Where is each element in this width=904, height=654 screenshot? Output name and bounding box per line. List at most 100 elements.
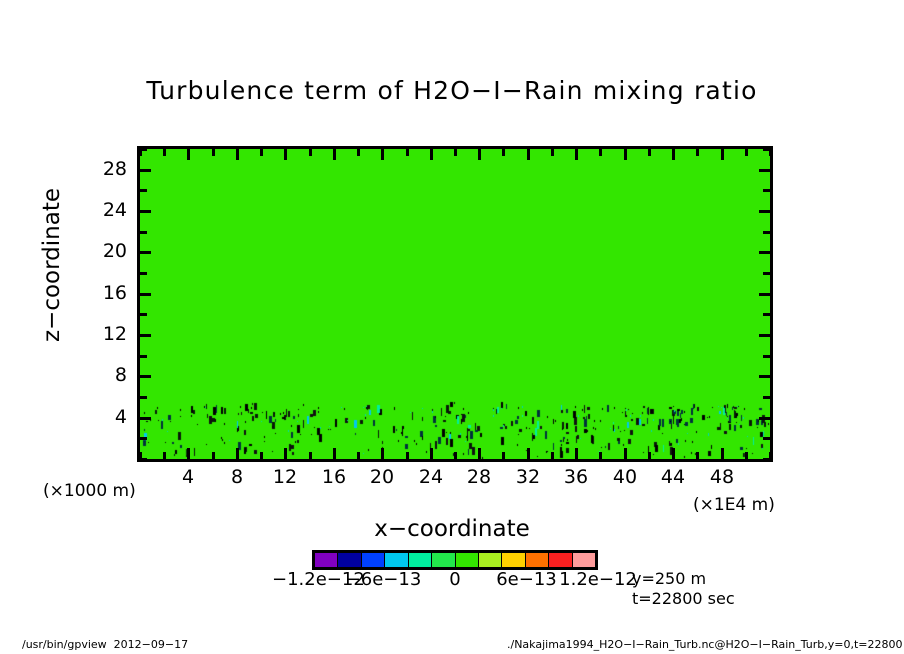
- y-tick-major: [140, 251, 151, 254]
- x-tick-minor: [357, 452, 360, 459]
- y-tick-major: [140, 375, 151, 378]
- colorbar-tick-label: −6e−13: [345, 569, 422, 590]
- y-tick-minor: [140, 458, 147, 461]
- x-tick-major-top: [721, 149, 724, 160]
- x-tick-major-top: [187, 149, 190, 160]
- y-tick-major: [140, 210, 151, 213]
- x-tick-major: [721, 448, 724, 459]
- x-tick-major-top: [236, 149, 239, 160]
- plot-annotations: y=250 m t=22800 sec: [632, 569, 735, 609]
- x-tick-major: [236, 448, 239, 459]
- x-tick-minor-top: [309, 149, 312, 156]
- y-tick-major-right: [759, 375, 770, 378]
- footer-datasource: ./Nakajima1994_H2O−I−Rain_Turb.nc@H2O−I−…: [507, 638, 903, 651]
- annotation-time: t=22800 sec: [632, 589, 735, 608]
- x-tick-label: 44: [660, 466, 686, 488]
- x-tick-minor-top: [551, 149, 554, 156]
- colorbar-swatch: [524, 553, 549, 567]
- x-tick-minor-top: [139, 149, 142, 156]
- colorbar-tick-label: 6e−13: [496, 569, 557, 590]
- x-tick-major-top: [527, 149, 530, 160]
- x-tick-label: 48: [709, 466, 735, 488]
- x-tick-minor: [696, 452, 699, 459]
- y-tick-minor-right: [763, 437, 770, 440]
- x-tick-minor-top: [745, 149, 748, 156]
- colorbar-swatch: [431, 553, 455, 567]
- x-tick-minor-top: [212, 149, 215, 156]
- y-tick-label: 24: [102, 199, 127, 221]
- y-tick-minor-right: [763, 148, 770, 151]
- y-tick-major: [140, 417, 151, 420]
- x-tick-label: 40: [612, 466, 638, 488]
- colorbar-tick-label: 0: [449, 569, 461, 590]
- x-tick-major-top: [381, 149, 384, 160]
- plot-area: [137, 146, 773, 462]
- y-tick-major-right: [759, 293, 770, 296]
- x-tick-minor: [406, 452, 409, 459]
- y-tick-minor: [140, 396, 147, 399]
- y-tick-minor-right: [763, 231, 770, 234]
- colorbar-swatch: [360, 553, 385, 567]
- x-tick-label: 8: [230, 466, 244, 488]
- colorbar: [312, 550, 598, 570]
- x-tick-minor: [745, 452, 748, 459]
- y-tick-minor: [140, 272, 147, 275]
- y-tick-minor-right: [763, 396, 770, 399]
- colorbar-swatch: [501, 553, 525, 567]
- x-tick-major-top: [333, 149, 336, 160]
- colorbar-tick-labels: −1.2e−12 −6e−13 0 6e−13 1.2e−12: [262, 571, 652, 593]
- x-tick-label: 28: [466, 466, 492, 488]
- x-tick-minor-top: [163, 149, 166, 156]
- colorbar-swatch: [477, 553, 502, 567]
- colorbar-tick-label: 1.2e−12: [559, 569, 637, 590]
- colorbar-swatch: [315, 553, 338, 567]
- y-tick-label: 28: [102, 158, 127, 180]
- x-tick-minor: [163, 452, 166, 459]
- x-tick-minor-top: [648, 149, 651, 156]
- x-tick-major: [284, 448, 287, 459]
- x-tick-minor: [551, 452, 554, 459]
- x-tick-minor-top: [599, 149, 602, 156]
- y-tick-minor: [140, 355, 147, 358]
- x-tick-minor-top: [454, 149, 457, 156]
- colorbar-swatch: [337, 553, 361, 567]
- x-tick-minor-top: [357, 149, 360, 156]
- y-tick-label: 4: [114, 406, 127, 428]
- y-tick-minor: [140, 313, 147, 316]
- colorbar-tick-label: −1.2e−12: [272, 569, 365, 590]
- chart-title: Turbulence term of H2O−I−Rain mixing rat…: [146, 76, 758, 105]
- x-tick-minor-top: [406, 149, 409, 156]
- x-tick-major: [575, 448, 578, 459]
- y-tick-minor-right: [763, 458, 770, 461]
- y-tick-label: 20: [102, 240, 127, 262]
- x-tick-label: 24: [418, 466, 444, 488]
- y-tick-major-right: [759, 417, 770, 420]
- x-tick-label: 20: [369, 466, 395, 488]
- y-tick-major-right: [759, 334, 770, 337]
- x-tick-minor: [309, 452, 312, 459]
- y-tick-major-right: [759, 251, 770, 254]
- x-tick-major-top: [478, 149, 481, 160]
- x-tick-major-top: [624, 149, 627, 160]
- y-tick-major-right: [759, 169, 770, 172]
- x-tick-minor-top: [502, 149, 505, 156]
- y-tick-label: 8: [114, 364, 127, 386]
- x-tick-minor: [454, 452, 457, 459]
- x-axis-unit-label: (×1E4 m): [693, 495, 775, 515]
- colorbar-swatch: [454, 553, 478, 567]
- x-tick-major-top: [430, 149, 433, 160]
- x-tick-label: 36: [563, 466, 589, 488]
- y-tick-major-right: [759, 210, 770, 213]
- y-tick-minor-right: [763, 313, 770, 316]
- y-tick-minor-right: [763, 272, 770, 275]
- x-tick-minor: [599, 452, 602, 459]
- x-tick-major: [527, 448, 530, 459]
- x-tick-major: [624, 448, 627, 459]
- x-tick-label: 16: [321, 466, 347, 488]
- y-tick-major: [140, 334, 151, 337]
- y-tick-label: 16: [102, 282, 127, 304]
- x-tick-major: [430, 448, 433, 459]
- x-tick-minor: [769, 452, 772, 459]
- footer-command-and-date: /usr/bin/gpview 2012−09−17: [22, 638, 189, 651]
- colorbar-swatch: [548, 553, 572, 567]
